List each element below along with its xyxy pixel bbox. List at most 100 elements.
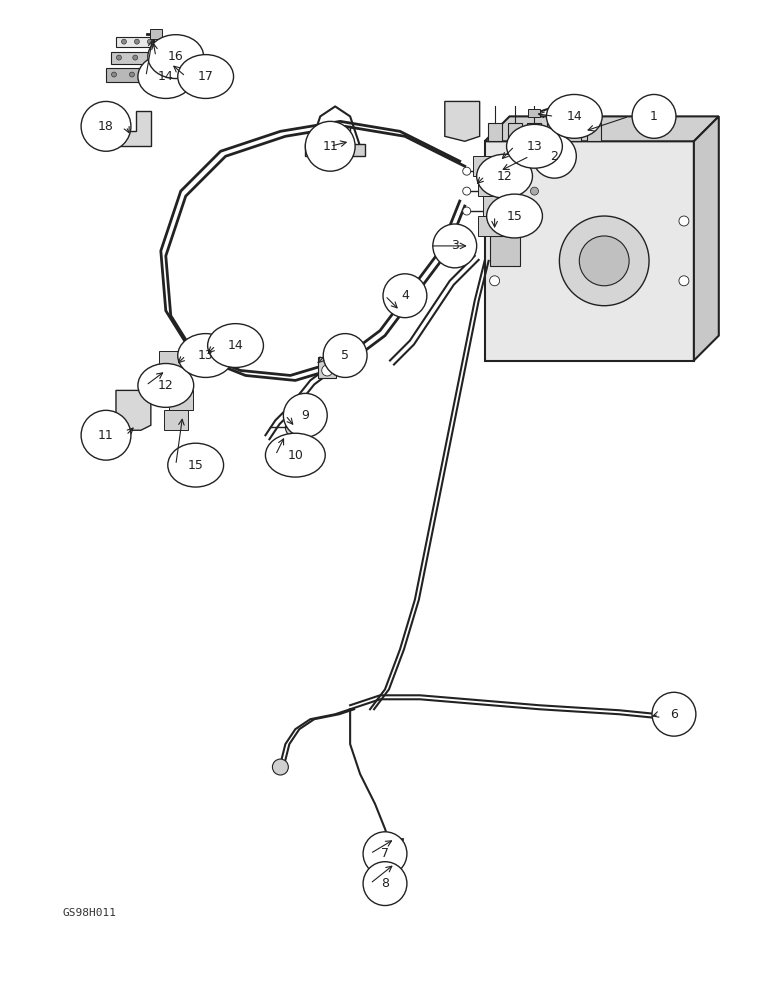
Text: GS98H011: GS98H011 [63, 908, 117, 918]
FancyBboxPatch shape [386, 860, 394, 868]
Circle shape [510, 187, 519, 195]
Circle shape [283, 393, 327, 437]
Text: 18: 18 [98, 120, 114, 133]
Circle shape [149, 55, 154, 60]
Circle shape [134, 39, 140, 44]
Circle shape [363, 862, 407, 906]
Polygon shape [116, 390, 151, 430]
FancyBboxPatch shape [106, 68, 176, 82]
Text: 17: 17 [198, 70, 214, 83]
FancyBboxPatch shape [318, 357, 336, 378]
Text: 11: 11 [98, 429, 114, 442]
Ellipse shape [266, 433, 325, 477]
Ellipse shape [547, 94, 602, 138]
Text: 12: 12 [158, 379, 174, 392]
Circle shape [121, 39, 127, 44]
Circle shape [530, 187, 538, 195]
FancyBboxPatch shape [527, 123, 541, 141]
Circle shape [147, 72, 152, 77]
Polygon shape [101, 111, 151, 146]
FancyBboxPatch shape [478, 216, 502, 236]
Circle shape [433, 224, 476, 268]
Text: 13: 13 [198, 349, 214, 362]
Text: 9: 9 [301, 409, 310, 422]
Text: 11: 11 [323, 140, 338, 153]
Ellipse shape [178, 334, 234, 377]
Circle shape [510, 207, 519, 215]
FancyBboxPatch shape [386, 835, 394, 843]
Circle shape [322, 365, 333, 376]
Text: 2: 2 [550, 150, 558, 163]
Circle shape [491, 207, 499, 215]
Polygon shape [485, 116, 719, 141]
Circle shape [462, 167, 471, 175]
Text: 3: 3 [451, 239, 459, 252]
Text: 13: 13 [527, 140, 543, 153]
Text: 16: 16 [168, 50, 184, 63]
Ellipse shape [486, 194, 543, 238]
Ellipse shape [138, 55, 194, 98]
FancyBboxPatch shape [478, 176, 502, 196]
FancyBboxPatch shape [164, 370, 188, 390]
Text: 15: 15 [188, 459, 204, 472]
Text: 8: 8 [381, 877, 389, 890]
Circle shape [165, 72, 171, 77]
Circle shape [652, 692, 696, 736]
Circle shape [632, 94, 676, 138]
Circle shape [489, 276, 499, 286]
FancyBboxPatch shape [169, 390, 193, 410]
Text: 1: 1 [650, 110, 658, 123]
Circle shape [533, 134, 577, 178]
FancyBboxPatch shape [567, 123, 581, 141]
FancyBboxPatch shape [159, 351, 183, 370]
Text: 10: 10 [287, 449, 303, 462]
Text: 6: 6 [670, 708, 678, 721]
Ellipse shape [148, 35, 204, 79]
Ellipse shape [208, 324, 263, 367]
Circle shape [133, 55, 137, 60]
FancyBboxPatch shape [681, 706, 693, 724]
Circle shape [161, 39, 165, 44]
Circle shape [462, 207, 471, 215]
FancyBboxPatch shape [587, 123, 601, 141]
FancyBboxPatch shape [111, 52, 176, 64]
Text: 14: 14 [228, 339, 243, 352]
FancyBboxPatch shape [116, 37, 171, 47]
Circle shape [491, 187, 499, 195]
Text: 14: 14 [158, 70, 174, 83]
Circle shape [530, 207, 538, 215]
Circle shape [204, 346, 214, 356]
Text: 5: 5 [341, 349, 349, 362]
Circle shape [286, 417, 305, 437]
Circle shape [81, 410, 131, 460]
FancyBboxPatch shape [529, 109, 540, 117]
Polygon shape [485, 141, 694, 361]
Ellipse shape [168, 443, 224, 487]
Text: 14: 14 [567, 110, 582, 123]
FancyBboxPatch shape [305, 144, 365, 156]
Ellipse shape [178, 55, 234, 98]
Polygon shape [694, 116, 719, 361]
Circle shape [81, 101, 131, 151]
Circle shape [560, 216, 649, 306]
FancyBboxPatch shape [489, 236, 520, 266]
FancyBboxPatch shape [150, 29, 162, 39]
Polygon shape [445, 101, 479, 141]
Circle shape [679, 276, 689, 286]
Text: 12: 12 [496, 170, 513, 183]
FancyBboxPatch shape [482, 196, 506, 216]
Circle shape [305, 121, 355, 171]
Circle shape [111, 72, 117, 77]
Text: 7: 7 [381, 847, 389, 860]
FancyBboxPatch shape [547, 123, 561, 141]
FancyBboxPatch shape [507, 123, 522, 141]
Ellipse shape [506, 124, 562, 168]
Text: 4: 4 [401, 289, 409, 302]
FancyBboxPatch shape [488, 123, 502, 141]
FancyBboxPatch shape [472, 156, 496, 176]
Circle shape [489, 216, 499, 226]
Circle shape [462, 187, 471, 195]
FancyBboxPatch shape [164, 410, 188, 430]
Text: 15: 15 [506, 210, 523, 223]
Circle shape [679, 216, 689, 226]
